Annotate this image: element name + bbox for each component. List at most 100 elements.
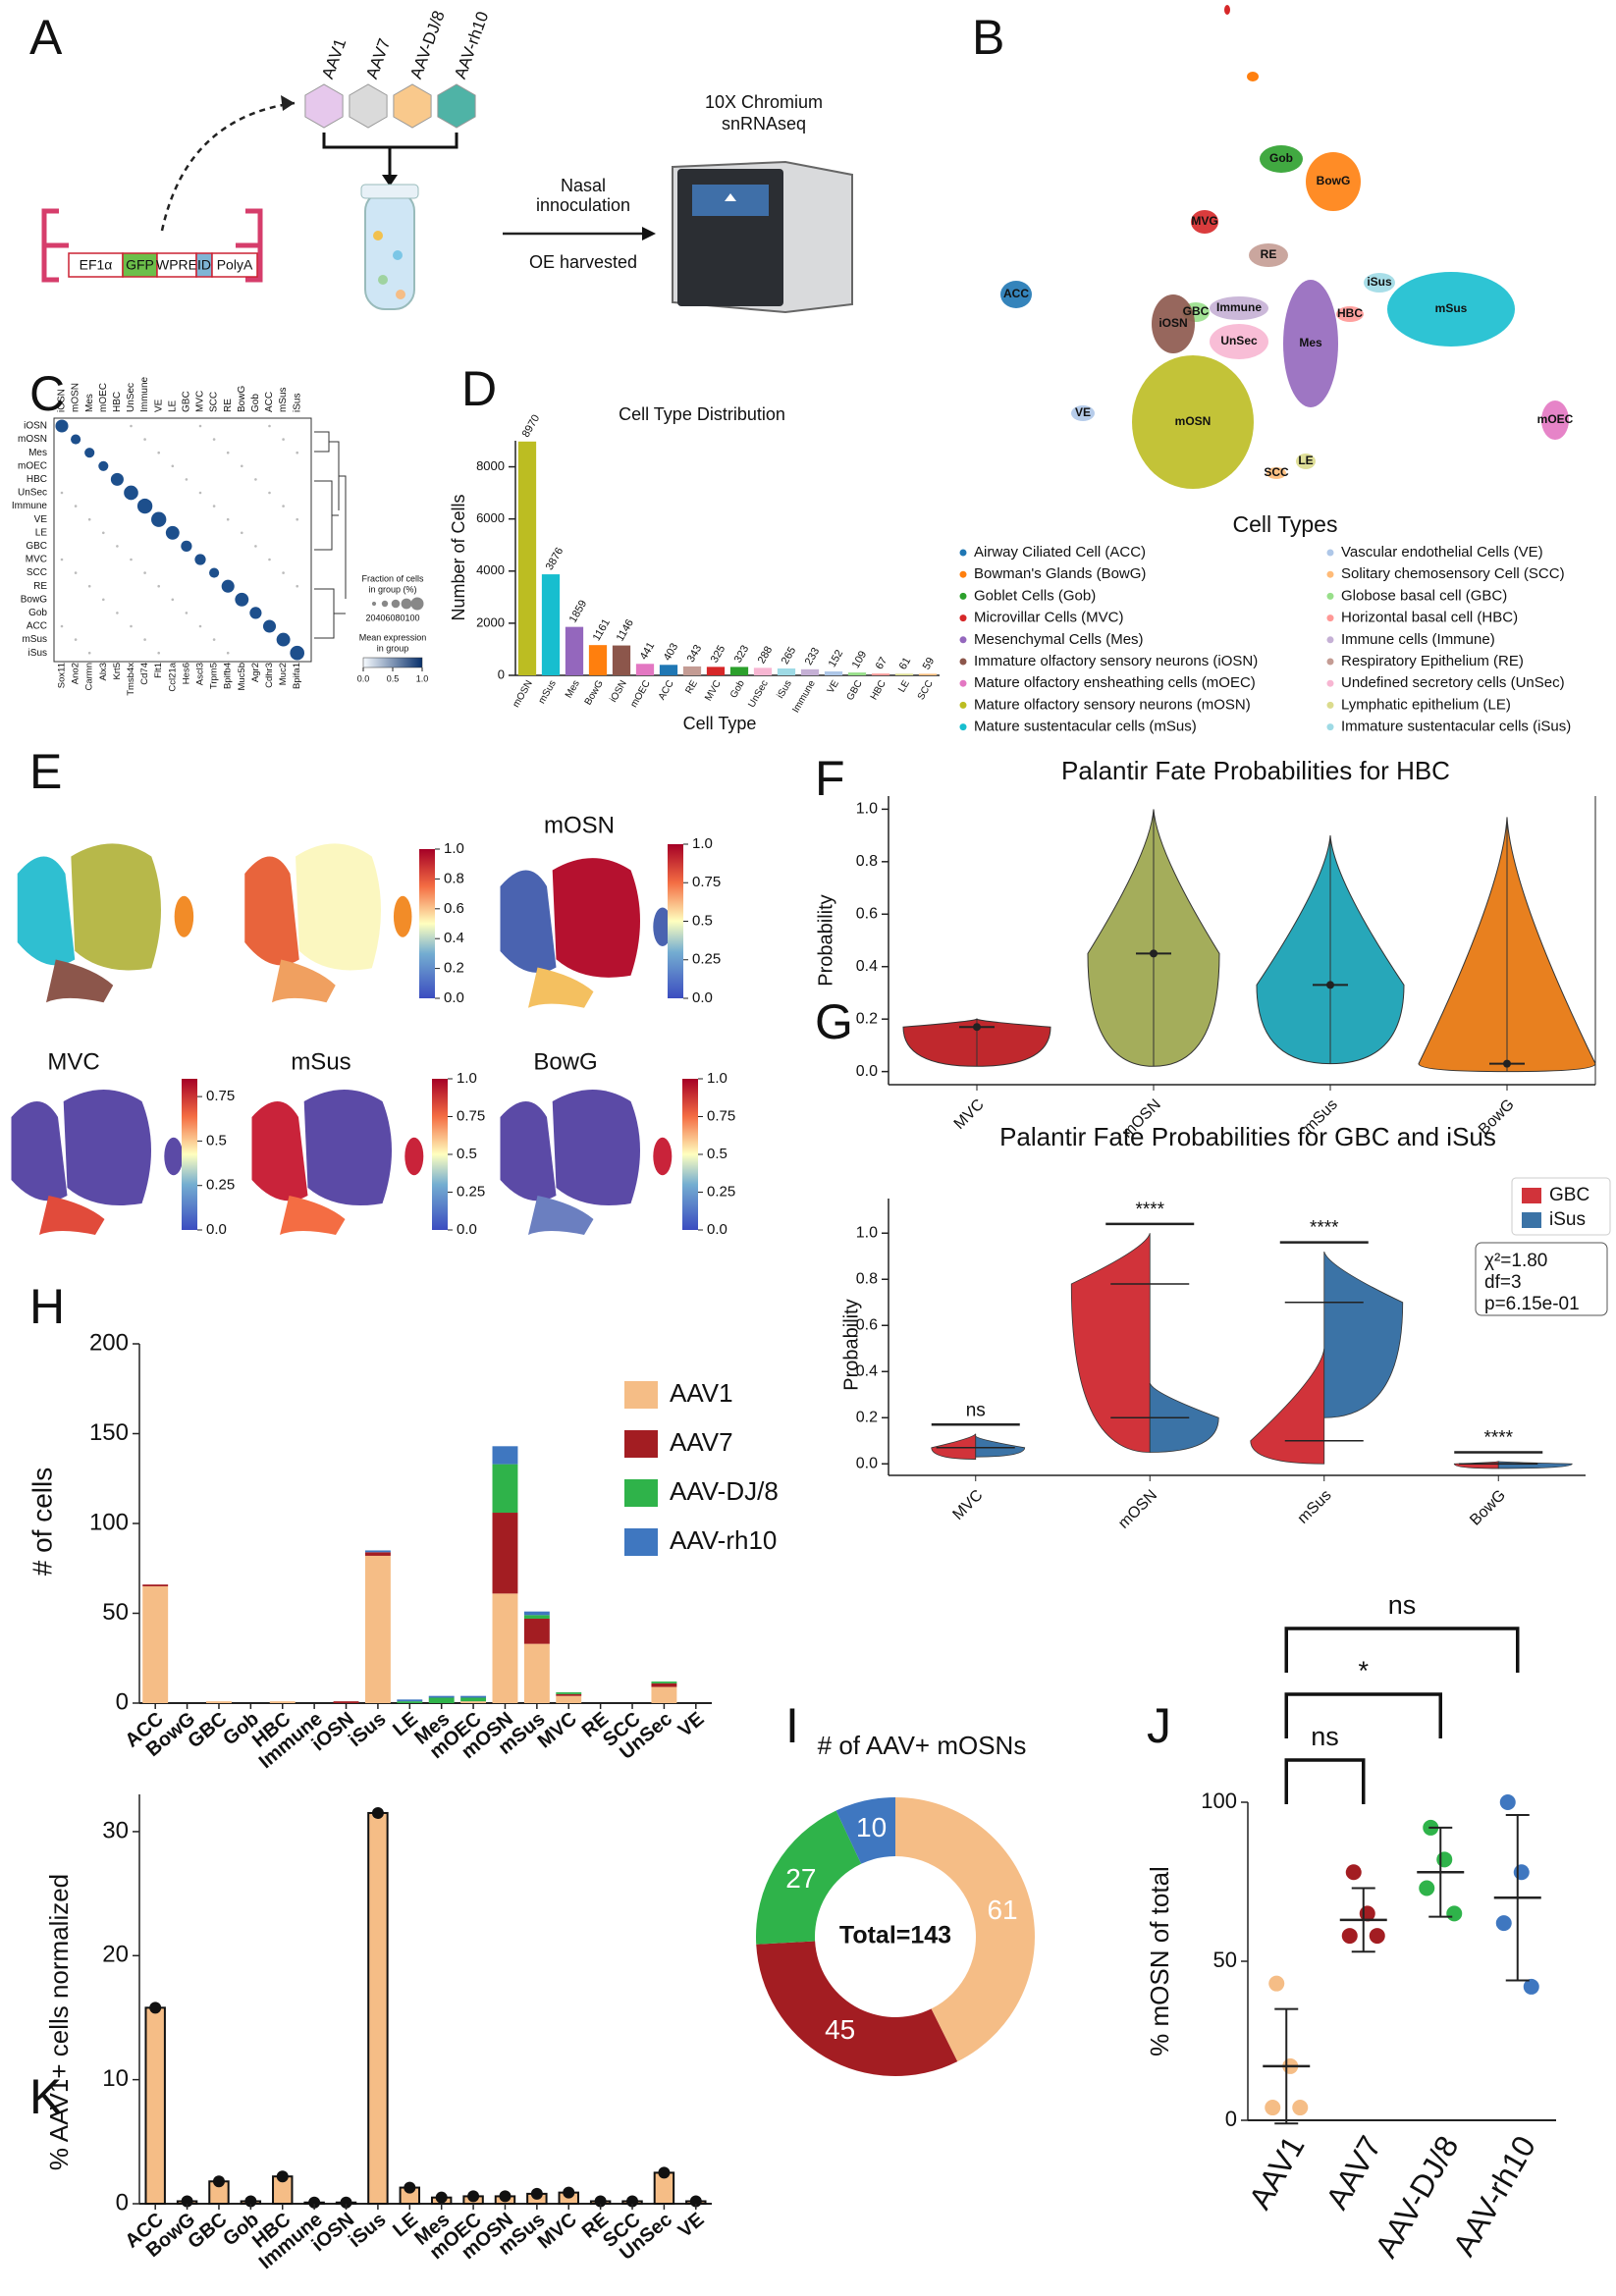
construct-element [211, 252, 258, 278]
legend-swatch [1326, 723, 1334, 731]
data-point [1436, 1851, 1453, 1868]
column-label: UnSec [126, 383, 136, 412]
column-label: SCC [209, 392, 220, 412]
data-point [1495, 1915, 1512, 1932]
chart-title: Palantir Fate Probabilities for GBC and … [999, 1122, 1496, 1151]
bar-point [212, 2175, 225, 2188]
dot-background [60, 491, 64, 495]
bar-segment [556, 1695, 582, 1703]
value-label: 59 [921, 656, 938, 672]
dot [262, 619, 277, 633]
bar-segment [364, 1550, 391, 1553]
y-tick-label: 0 [116, 2189, 129, 2216]
colorbar-tick-label: 0.5 [206, 1132, 227, 1148]
legend-label: iSus [1549, 1209, 1586, 1230]
data-point [1369, 1928, 1385, 1945]
dot-background [254, 478, 257, 481]
dot-background [296, 584, 299, 588]
dot-background [74, 571, 78, 574]
umap-blob [46, 959, 114, 1003]
column-label: mOSN [71, 383, 81, 412]
umap-cluster [1283, 280, 1338, 407]
legend-swatch [959, 549, 967, 557]
dot [84, 448, 95, 458]
legend-label: AAV1 [670, 1378, 733, 1408]
gene-label: Alx3 [98, 663, 109, 680]
colorbar-tick-label: 0.25 [206, 1177, 235, 1194]
row-label: VE [34, 514, 48, 525]
colorbar-tick-label: 0.2 [444, 960, 464, 977]
umap-blob [244, 856, 299, 966]
umap-cluster [1132, 355, 1254, 489]
gene-label: Bpifa1 [292, 663, 302, 689]
y-tick-label: 0.4 [856, 1362, 878, 1379]
cluster-label: LE [1298, 454, 1313, 467]
column-label: mOEC [98, 383, 109, 412]
color-legend-title: in group [377, 643, 409, 653]
construct-bracket [236, 208, 263, 283]
umap-blob [11, 1101, 68, 1201]
median-point [1503, 1059, 1511, 1068]
y-tick-label: 0 [498, 667, 505, 681]
umap-blob [404, 1137, 424, 1176]
bar-segment [142, 1584, 169, 1587]
umap-cluster [1249, 243, 1288, 267]
dot-background [171, 598, 175, 602]
size-legend-ticks: 20406080100 [365, 613, 419, 622]
cluster-label: BowG [1317, 174, 1351, 187]
legend-swatch [1326, 549, 1334, 557]
gene-label: Cd74 [139, 663, 150, 685]
dot-background [130, 624, 133, 628]
arrow-head [642, 227, 656, 240]
panel-letter: H [29, 1279, 65, 1334]
dot-background [143, 438, 146, 441]
size-legend-dot [381, 600, 389, 608]
column-label: GBC [182, 391, 192, 412]
construct-label: ID [197, 257, 211, 273]
legend-label: Goblet Cells (Gob) [974, 587, 1096, 604]
chart-title: # of AAV+ mOSNs [818, 1731, 1027, 1760]
legend-label: Mesenchymal Cells (Mes) [974, 631, 1144, 648]
cluster-label: iOSN [1158, 316, 1187, 330]
bar [612, 645, 631, 675]
legend-swatch [959, 570, 967, 578]
umap-blob [528, 967, 594, 1008]
bar-segment [142, 1586, 169, 1703]
dot [98, 460, 109, 471]
cluster-label: Gob [1269, 151, 1293, 165]
colorbar-tick-label: 0.0 [692, 989, 713, 1006]
row-label: LE [35, 527, 48, 538]
data-point [1419, 1880, 1435, 1896]
color-legend-tick-label: 0.5 [387, 673, 400, 683]
bar-point [276, 2170, 289, 2183]
half-violin [975, 1434, 1026, 1458]
panel-letter: I [785, 1698, 799, 1753]
legend-label: Immune cells (Immune) [1341, 631, 1495, 648]
dot [151, 511, 167, 527]
legend-label: Microvillar Cells (MVC) [974, 610, 1124, 626]
dot-background [157, 451, 160, 454]
color-legend-tick-label: 0.0 [357, 673, 370, 683]
dot-background [171, 464, 175, 468]
violin [1256, 835, 1405, 1065]
comparison-bracket [1284, 1692, 1442, 1738]
dot-background [87, 517, 91, 521]
row-label: Gob [28, 608, 47, 618]
dotplot-frame [53, 417, 312, 663]
bar [541, 574, 561, 675]
bar-segment [269, 1701, 296, 1703]
construct-label: EF1α [80, 257, 113, 273]
donut-slice [756, 1941, 958, 2076]
bar-point [658, 2166, 671, 2179]
dot [55, 419, 69, 433]
umap-blob [39, 1196, 105, 1235]
dot-background [241, 531, 243, 535]
construct-label: PolyA [217, 257, 253, 273]
legend-label: Bowman's Glands (BowG) [974, 565, 1146, 582]
dendrogram [314, 431, 347, 639]
y-tick-label: 0 [116, 1688, 129, 1715]
size-legend-title: in group (%) [368, 584, 416, 594]
dot-background [74, 505, 78, 507]
size-legend-dot [401, 598, 412, 610]
tube-cap [360, 184, 419, 199]
